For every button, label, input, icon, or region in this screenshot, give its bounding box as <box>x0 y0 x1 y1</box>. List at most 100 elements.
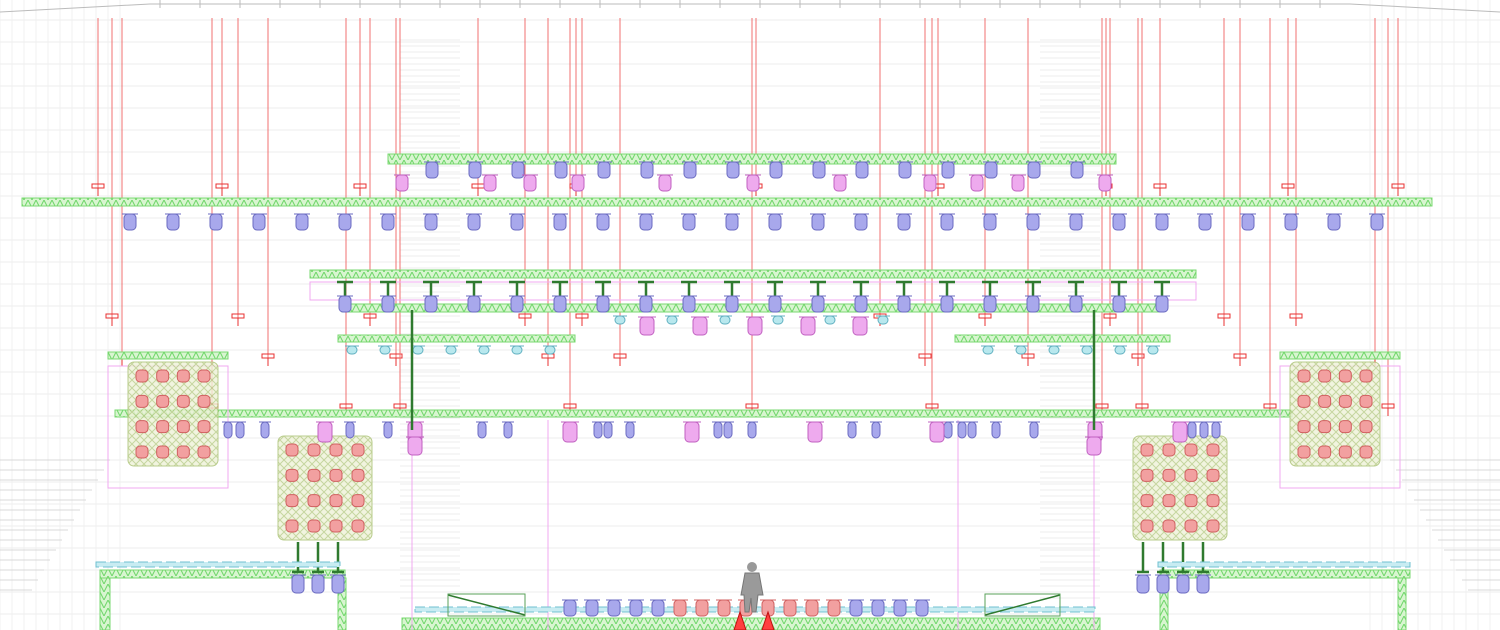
fixture-spot <box>424 295 438 313</box>
fixture-wash <box>1162 519 1176 533</box>
fixture-spot <box>603 421 613 439</box>
fixture-wash <box>307 468 321 482</box>
hanger <box>1111 280 1127 296</box>
hanger <box>1068 280 1084 296</box>
fixture-spot <box>596 295 610 313</box>
fixture-spot <box>805 599 819 617</box>
fixture-spot <box>468 161 482 179</box>
fixture-cyan <box>614 315 626 325</box>
fixture-spot <box>812 161 826 179</box>
fixture-wash <box>1318 369 1332 383</box>
fixture-spot <box>1136 574 1150 594</box>
fixture-spot <box>807 421 823 443</box>
fixture-wash <box>285 519 299 533</box>
fixture-wash <box>135 394 149 408</box>
fixture-spot <box>597 161 611 179</box>
hanger <box>337 280 353 296</box>
rig <box>21 18 1433 630</box>
fixture-spot <box>893 599 907 617</box>
fixture-wash <box>1184 494 1198 508</box>
fixture-spot <box>1098 174 1112 192</box>
fixture-wash <box>307 519 321 533</box>
fixture-cyan <box>1081 345 1093 355</box>
fixture-spot <box>1211 421 1221 439</box>
fixture-wash <box>1206 468 1220 482</box>
fixture-spot <box>940 213 954 231</box>
fixture-spot <box>783 599 797 617</box>
fixture-cyan <box>719 315 731 325</box>
hanger <box>380 280 396 296</box>
fixture-spot <box>1241 213 1255 231</box>
fixture-spot <box>1027 161 1041 179</box>
fixture-wash <box>351 443 365 457</box>
outline <box>309 281 1197 301</box>
fixture-wash <box>156 369 170 383</box>
fixture-spot <box>1196 574 1210 594</box>
hanger <box>1137 542 1149 574</box>
fixture-spot <box>123 213 137 231</box>
fixture-spot <box>1069 295 1083 313</box>
fixture-wash <box>1162 494 1176 508</box>
fixture-spot <box>1029 421 1039 439</box>
hanger <box>638 280 654 296</box>
fixture-wash <box>1140 519 1154 533</box>
fixture-spot <box>746 174 760 192</box>
fixture-spot <box>1370 213 1384 231</box>
fixture-spot <box>983 295 997 313</box>
deck <box>1157 561 1411 568</box>
fixture-spot <box>523 174 537 192</box>
fixture-spot <box>957 421 967 439</box>
truss <box>99 569 346 579</box>
fixture-spot <box>723 421 733 439</box>
fixture-spot <box>769 161 783 179</box>
fixture-spot <box>1155 295 1169 313</box>
fixture-spot <box>717 599 731 617</box>
fixture-spot <box>640 161 654 179</box>
fixture-spot <box>554 161 568 179</box>
deck <box>95 561 341 568</box>
fixture-spot <box>847 421 857 439</box>
hanger <box>466 280 482 296</box>
fixture-spot <box>1086 436 1102 456</box>
fixture-wash <box>1206 494 1220 508</box>
fixture-wash <box>1338 445 1352 459</box>
fixture-spot <box>593 421 603 439</box>
fixture-spot <box>425 161 439 179</box>
fixture-spot <box>553 213 567 231</box>
fixture-cyan <box>379 345 391 355</box>
fixture-spot <box>811 213 825 231</box>
fixture-cyan <box>445 345 457 355</box>
fixture-wash <box>1184 468 1198 482</box>
fixture-spot <box>1199 421 1209 439</box>
fixture-spot <box>683 161 697 179</box>
hanger <box>423 280 439 296</box>
fixture-wash <box>351 519 365 533</box>
fixture-spot <box>510 295 524 313</box>
fixture-cyan <box>877 315 889 325</box>
fixture-wash <box>1359 420 1373 434</box>
fixture-wash <box>1318 445 1332 459</box>
fixture-wash <box>1297 369 1311 383</box>
fixture-cyan <box>1048 345 1060 355</box>
fixture-spot <box>855 161 869 179</box>
fixture-spot <box>854 213 868 231</box>
fixture-wash <box>329 494 343 508</box>
fixture-wash <box>329 443 343 457</box>
fixture-spot <box>684 421 700 443</box>
fixture-wash <box>1140 494 1154 508</box>
block-frame <box>127 361 219 467</box>
fixture-spot <box>629 599 643 617</box>
fixture-spot <box>800 316 816 336</box>
fixture-wash <box>176 420 190 434</box>
truss <box>21 197 1433 207</box>
fixture-spot <box>625 421 635 439</box>
fixture-spot <box>897 213 911 231</box>
fixture-spot <box>811 295 825 313</box>
fixture-spot <box>317 421 333 443</box>
fixture-wash <box>1359 394 1373 408</box>
fixture-wash <box>176 445 190 459</box>
fixture-wash <box>329 468 343 482</box>
fixture-spot <box>915 599 929 617</box>
